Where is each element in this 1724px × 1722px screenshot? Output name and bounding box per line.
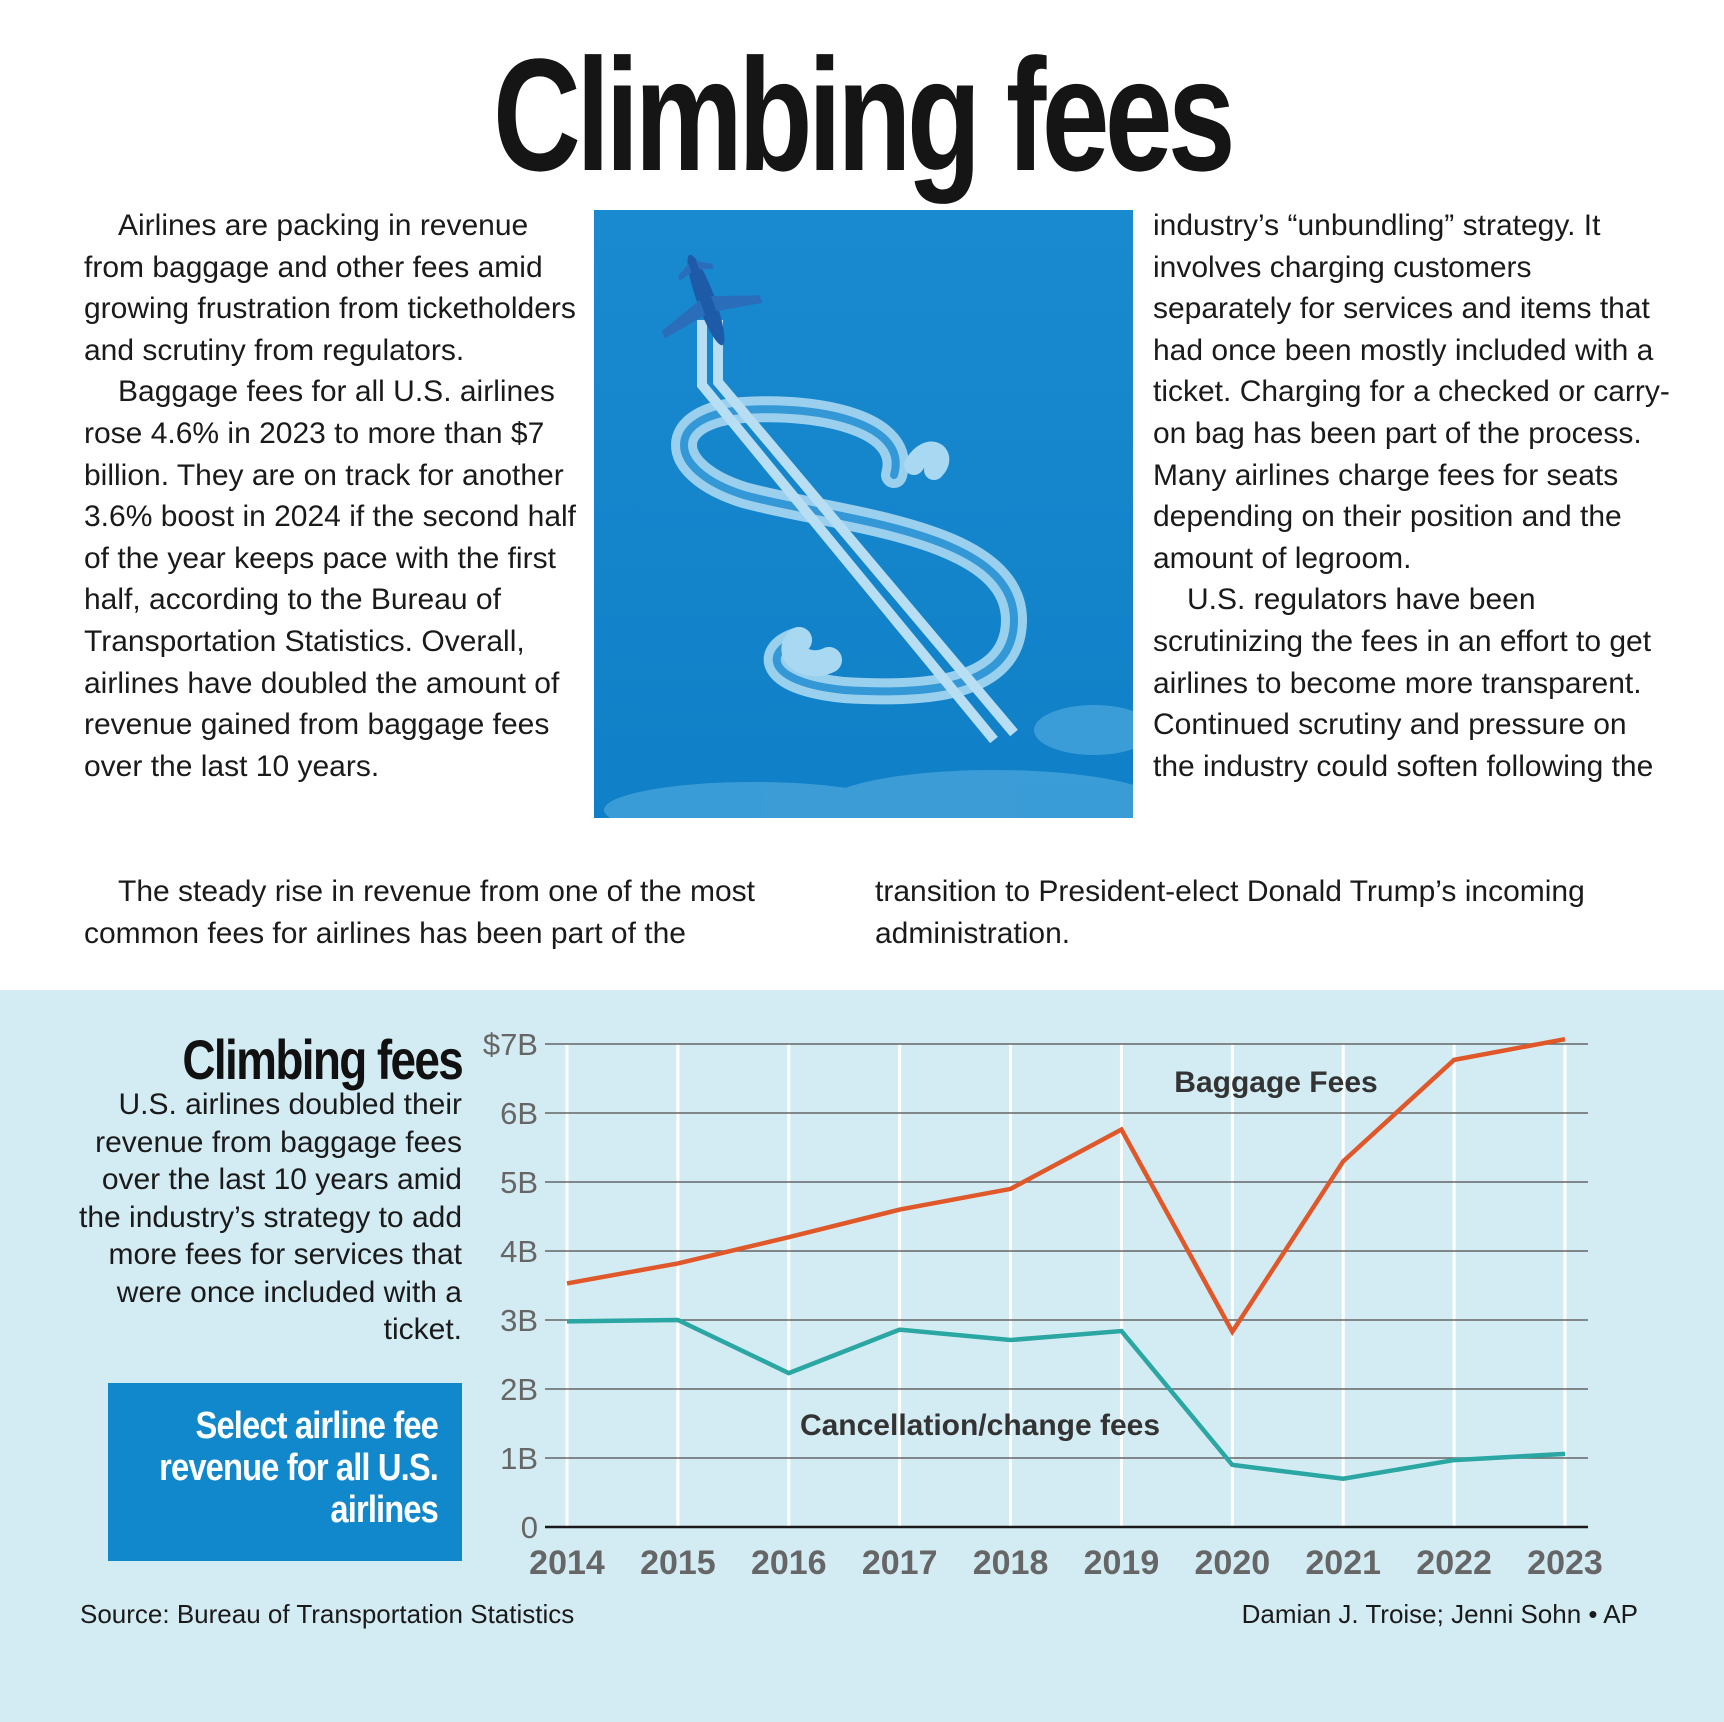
article-column-bottom-right: transition to President-elect Donald Tru…	[875, 871, 1595, 954]
chart-description: U.S. airlines doubled their revenue from…	[79, 1088, 462, 1346]
y-tick-label: 5B	[500, 1165, 538, 1200]
y-tick-label: 3B	[500, 1303, 538, 1338]
credit-note: Damian J. Troise; Jenni Sohn • AP	[1241, 1599, 1638, 1629]
y-tick-label: $7B	[483, 1027, 538, 1062]
chart-grid	[545, 1043, 1588, 1529]
article-paragraph: Airlines are packing in revenue from bag…	[84, 209, 576, 367]
series-line-baggage-fees	[566, 1036, 1566, 1337]
article-column-right: industry’s “unbundling” strategy. It inv…	[1153, 205, 1673, 787]
x-tick-label: 2015	[640, 1544, 716, 1582]
x-tick-label: 2021	[1305, 1544, 1381, 1582]
article-paragraph: transition to President-elect Donald Tru…	[875, 875, 1585, 950]
plane-dollar-photo	[594, 210, 1133, 818]
y-tick-label: 2B	[500, 1372, 538, 1407]
article-paragraph: industry’s “unbundling” strategy. It inv…	[1153, 209, 1670, 575]
x-axis-ticks: 2014 2015 2016 2017 2018 2019 2020 2021 2022 2023	[529, 1544, 1603, 1582]
y-tick-label: 4B	[500, 1234, 538, 1269]
plane-dollar-illustration	[594, 210, 1133, 818]
article-paragraph: U.S. regulators have been scrutinizing t…	[1153, 583, 1654, 783]
x-tick-label: 2018	[973, 1544, 1049, 1582]
y-tick-label: 0	[521, 1510, 538, 1545]
x-tick-label: 2017	[862, 1544, 938, 1582]
series-label-baggage-fees: Baggage Fees	[1174, 1066, 1377, 1099]
airplane-icon	[661, 254, 763, 346]
series-labels: Baggage Fees Cancellation/change fees	[800, 1066, 1378, 1442]
cloud-icon	[604, 705, 1133, 818]
article-paragraph: The steady rise in revenue from one of t…	[84, 875, 755, 950]
series-line-cancellation-fees	[566, 1317, 1566, 1481]
x-tick-label: 2016	[751, 1544, 827, 1582]
x-tick-label: 2019	[1084, 1544, 1160, 1582]
chart-title: Climbing fees	[182, 1028, 463, 1091]
series-label-cancellation-fees: Cancellation/change fees	[800, 1409, 1160, 1442]
article-column-left: Airlines are packing in revenue from bag…	[84, 205, 584, 787]
y-axis-ticks: 0 1B 2B 3B 4B 5B 6B $7B	[483, 1027, 538, 1545]
headline: Climbing fees	[492, 25, 1236, 204]
select-airline-fee-box: Select airline fee revenue for all U.S. …	[108, 1383, 462, 1561]
chart-panel	[0, 990, 1724, 1722]
x-tick-label: 2014	[529, 1544, 605, 1582]
x-tick-label: 2023	[1527, 1544, 1603, 1582]
y-tick-label: 6B	[500, 1096, 538, 1131]
y-tick-label: 1B	[500, 1441, 538, 1476]
article-paragraph: Baggage fees for all U.S. airlines rose …	[84, 375, 577, 783]
chart-series	[566, 1036, 1566, 1481]
x-tick-label: 2022	[1416, 1544, 1492, 1582]
x-tick-label: 2020	[1195, 1544, 1271, 1582]
select-box-label: Select airline fee revenue for all U.S. …	[159, 1405, 439, 1531]
article-column-bottom-left: The steady rise in revenue from one of t…	[84, 871, 804, 954]
source-note: Source: Bureau of Transportation Statist…	[80, 1599, 575, 1629]
